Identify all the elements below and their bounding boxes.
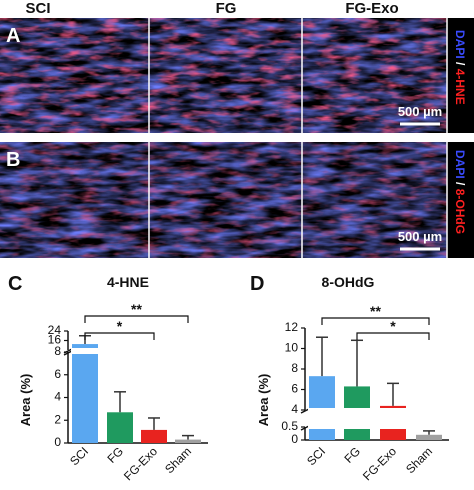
bar-break (343, 408, 371, 429)
significance-bracket (84, 315, 189, 323)
y-axis-label: Area (%) (256, 374, 271, 427)
bar (416, 434, 442, 440)
chart-title: 8-OHdG (322, 274, 375, 290)
panel-label: C (8, 273, 22, 295)
y-tick-label: 0.5 (281, 419, 298, 433)
bar-break (379, 408, 407, 429)
x-tick-label: FG-Exo (360, 444, 399, 483)
stain-part: 8-OHdG (453, 189, 467, 234)
significance-bracket (321, 317, 430, 325)
x-tick-label: FG (341, 444, 363, 466)
scale-label: 500 µm (398, 104, 442, 119)
y-tick-label: 0 (54, 435, 61, 449)
axis-break (300, 408, 310, 414)
stain-layer (0, 18, 447, 133)
y-tick-label: 6 (54, 367, 61, 381)
y-tick-label: 4 (54, 390, 61, 404)
y-tick-label: 6 (291, 382, 298, 396)
panel-label: A (6, 25, 20, 47)
bar (107, 412, 133, 443)
chart-title: 4-HNE (107, 274, 149, 290)
image-grid (0, 18, 474, 258)
column-header: FG (216, 0, 237, 17)
axis-break (63, 350, 73, 356)
scale-label: 500 µm (398, 229, 442, 244)
y-tick-label: 0 (291, 432, 298, 446)
x-tick-label: FG (104, 444, 126, 466)
stain-part: 4-HNE (453, 69, 467, 105)
x-tick-label: SCI (304, 444, 328, 468)
stain-part: DAPI (453, 150, 467, 179)
stain-part: DAPI (453, 30, 467, 59)
x-tick-label: SCI (67, 444, 91, 468)
bar (72, 344, 98, 443)
y-tick-label: 8 (54, 344, 61, 358)
x-tick-label: FG-Exo (121, 444, 160, 483)
bar-break (308, 408, 336, 429)
column-header: SCI (25, 0, 50, 17)
stain-label: DAPI / 4-HNE (453, 30, 467, 105)
stain-part: / (453, 62, 467, 66)
significance-label: ** (370, 303, 381, 319)
axis-break (300, 425, 310, 431)
significance-label: * (117, 318, 123, 334)
x-tick-label: Sham (403, 444, 435, 476)
y-tick-label: 10 (285, 341, 299, 355)
stain-label: DAPI / 8-OHdG (453, 150, 467, 234)
y-tick-label: 2 (54, 412, 61, 426)
y-tick-label: 4 (291, 402, 298, 416)
significance-bracket (356, 332, 430, 340)
row-gap (0, 133, 474, 142)
bar (141, 429, 167, 443)
column-header: FG-Exo (345, 0, 398, 17)
bar-break (71, 348, 99, 354)
x-tick-label: Sham (162, 444, 194, 476)
panel-label: D (250, 273, 264, 295)
y-tick-label: 24 (48, 323, 62, 337)
bar (175, 439, 201, 443)
panel-label: B (6, 149, 20, 171)
y-tick-label: 8 (291, 361, 298, 375)
y-axis-label: Area (%) (18, 374, 33, 427)
y-tick-label: 16 (48, 333, 62, 347)
significance-bracket (84, 332, 155, 340)
y-tick-label: 12 (285, 320, 299, 334)
stain-layer (0, 142, 447, 258)
stain-part: / (453, 182, 467, 186)
significance-label: ** (131, 301, 142, 317)
significance-label: * (390, 318, 396, 334)
